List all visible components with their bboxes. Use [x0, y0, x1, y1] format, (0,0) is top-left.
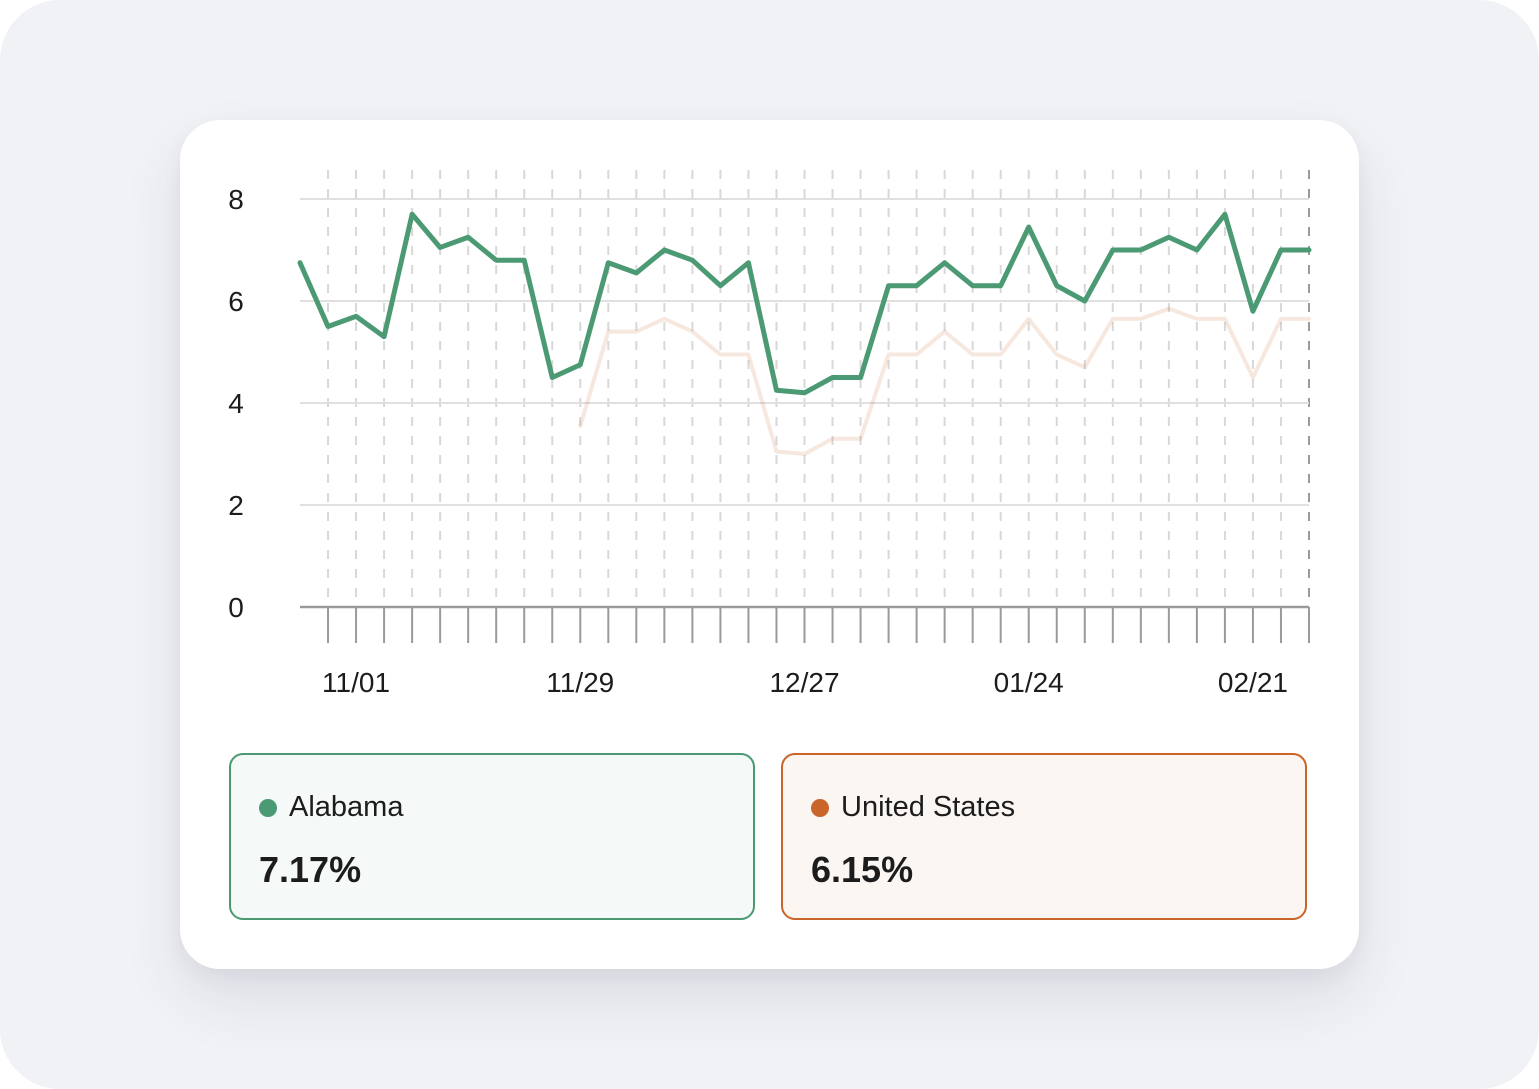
x-tick-label: 02/21	[1218, 667, 1288, 698]
x-tick-label: 12/27	[769, 667, 839, 698]
alabama-dot-icon	[259, 799, 277, 817]
legend-value-united-states: 6.15%	[811, 849, 914, 890]
legend-card-alabama[interactable]: Alabama 7.17%	[229, 753, 755, 920]
y-tick-label: 8	[228, 184, 244, 215]
x-tick-label: 01/24	[994, 667, 1064, 698]
y-tick-label: 4	[228, 388, 244, 419]
series-line-united-states	[578, 306, 1311, 456]
legend-name-alabama: Alabama	[289, 791, 404, 823]
legend-card-united-states[interactable]: United States 6.15%	[781, 753, 1307, 920]
x-tick-label: 11/29	[546, 667, 614, 698]
legend-name-united-states: United States	[841, 791, 1016, 823]
y-tick-label: 2	[228, 490, 244, 521]
x-tick-label: 11/01	[322, 667, 390, 698]
legend-value-alabama: 7.17%	[259, 849, 362, 890]
y-tick-label: 6	[228, 286, 244, 317]
series-line-alabama	[297, 211, 1312, 396]
united-states-dot-icon	[811, 799, 829, 817]
y-tick-label: 0	[228, 592, 244, 623]
